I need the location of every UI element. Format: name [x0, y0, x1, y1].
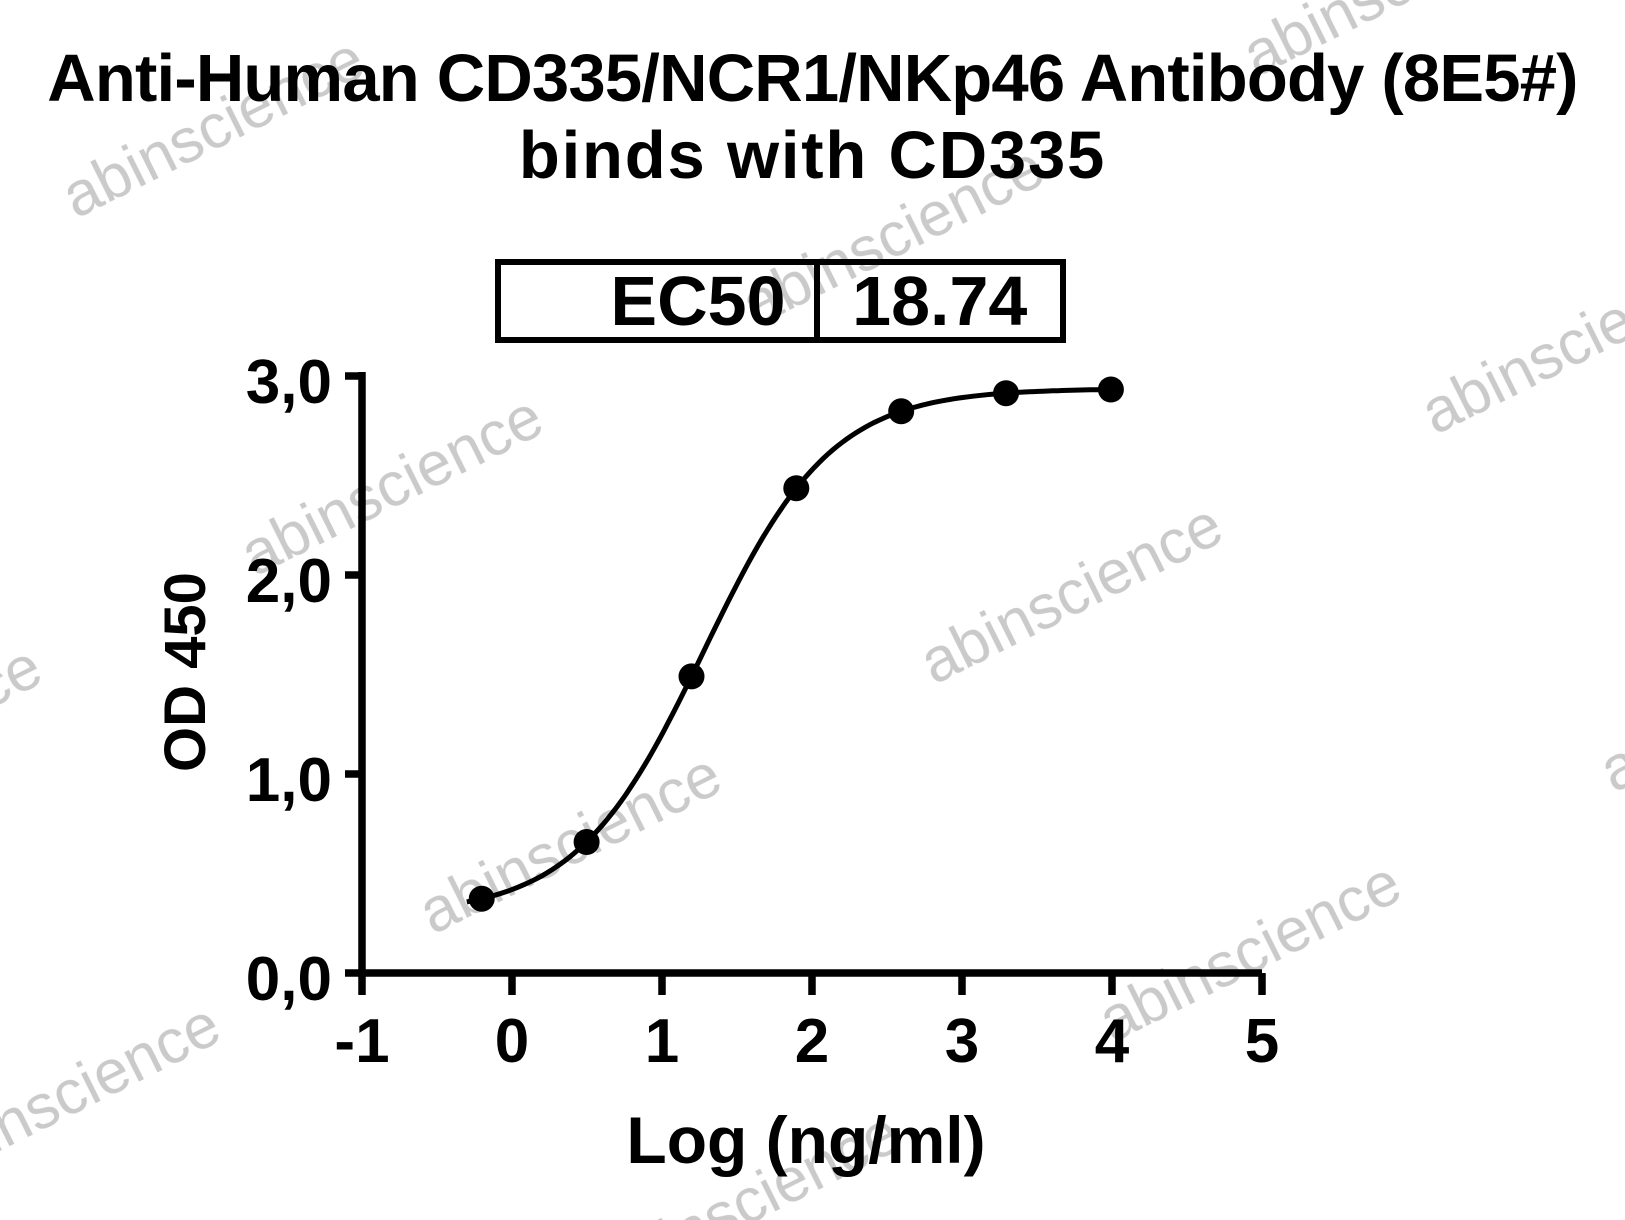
svg-text:0,0: 0,0 — [246, 945, 332, 1014]
svg-text:3: 3 — [945, 1007, 979, 1076]
svg-text:-1: -1 — [334, 1007, 389, 1076]
svg-text:4: 4 — [1095, 1007, 1130, 1076]
svg-text:2: 2 — [795, 1007, 829, 1076]
svg-text:0: 0 — [495, 1007, 529, 1076]
svg-text:1: 1 — [645, 1007, 679, 1076]
svg-text:2,0: 2,0 — [246, 547, 332, 616]
svg-text:1,0: 1,0 — [246, 746, 332, 815]
svg-text:3,0: 3,0 — [246, 348, 332, 417]
svg-text:OD 450: OD 450 — [153, 572, 218, 772]
svg-text:5: 5 — [1245, 1007, 1279, 1076]
svg-text:Log (ng/ml): Log (ng/ml) — [626, 1103, 985, 1177]
